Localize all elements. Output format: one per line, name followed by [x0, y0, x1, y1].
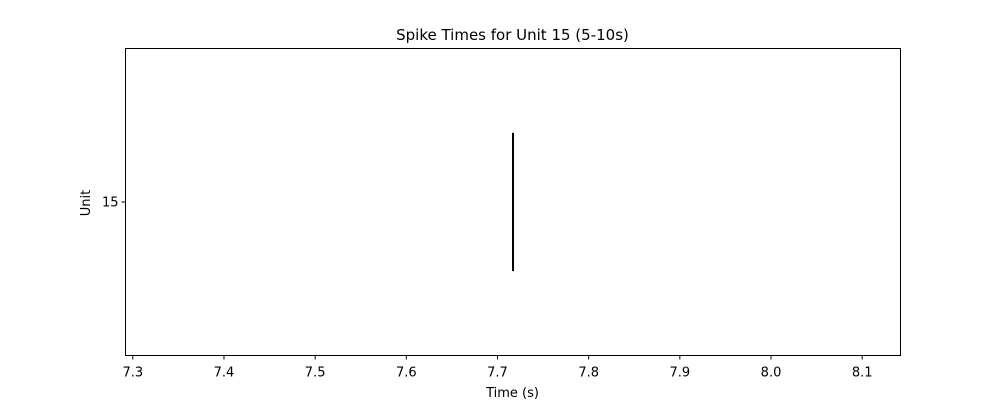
x-axis-label: Time (s): [485, 386, 539, 400]
x-tick-label: 7.9: [670, 366, 691, 381]
y-axis-ticks: 15: [102, 196, 126, 211]
x-axis-ticks: 7.3 7.4 7.5 7.6 7.7 7.8 7.9 8.0 8.1: [122, 355, 873, 381]
x-tick-label: 8.0: [761, 366, 782, 381]
x-tick-label: 7.7: [487, 366, 508, 381]
y-axis-label: Unit: [79, 190, 94, 216]
x-tick-label: 7.4: [214, 366, 235, 381]
chart-title: Spike Times for Unit 15 (5-10s): [396, 26, 629, 44]
x-tick-label: 7.6: [396, 366, 417, 381]
x-tick-label: 7.8: [578, 366, 599, 381]
x-tick-label: 7.5: [305, 366, 326, 381]
x-tick-label: 7.3: [122, 366, 143, 381]
y-tick-label: 15: [102, 196, 119, 211]
x-tick-label: 8.1: [852, 366, 873, 381]
